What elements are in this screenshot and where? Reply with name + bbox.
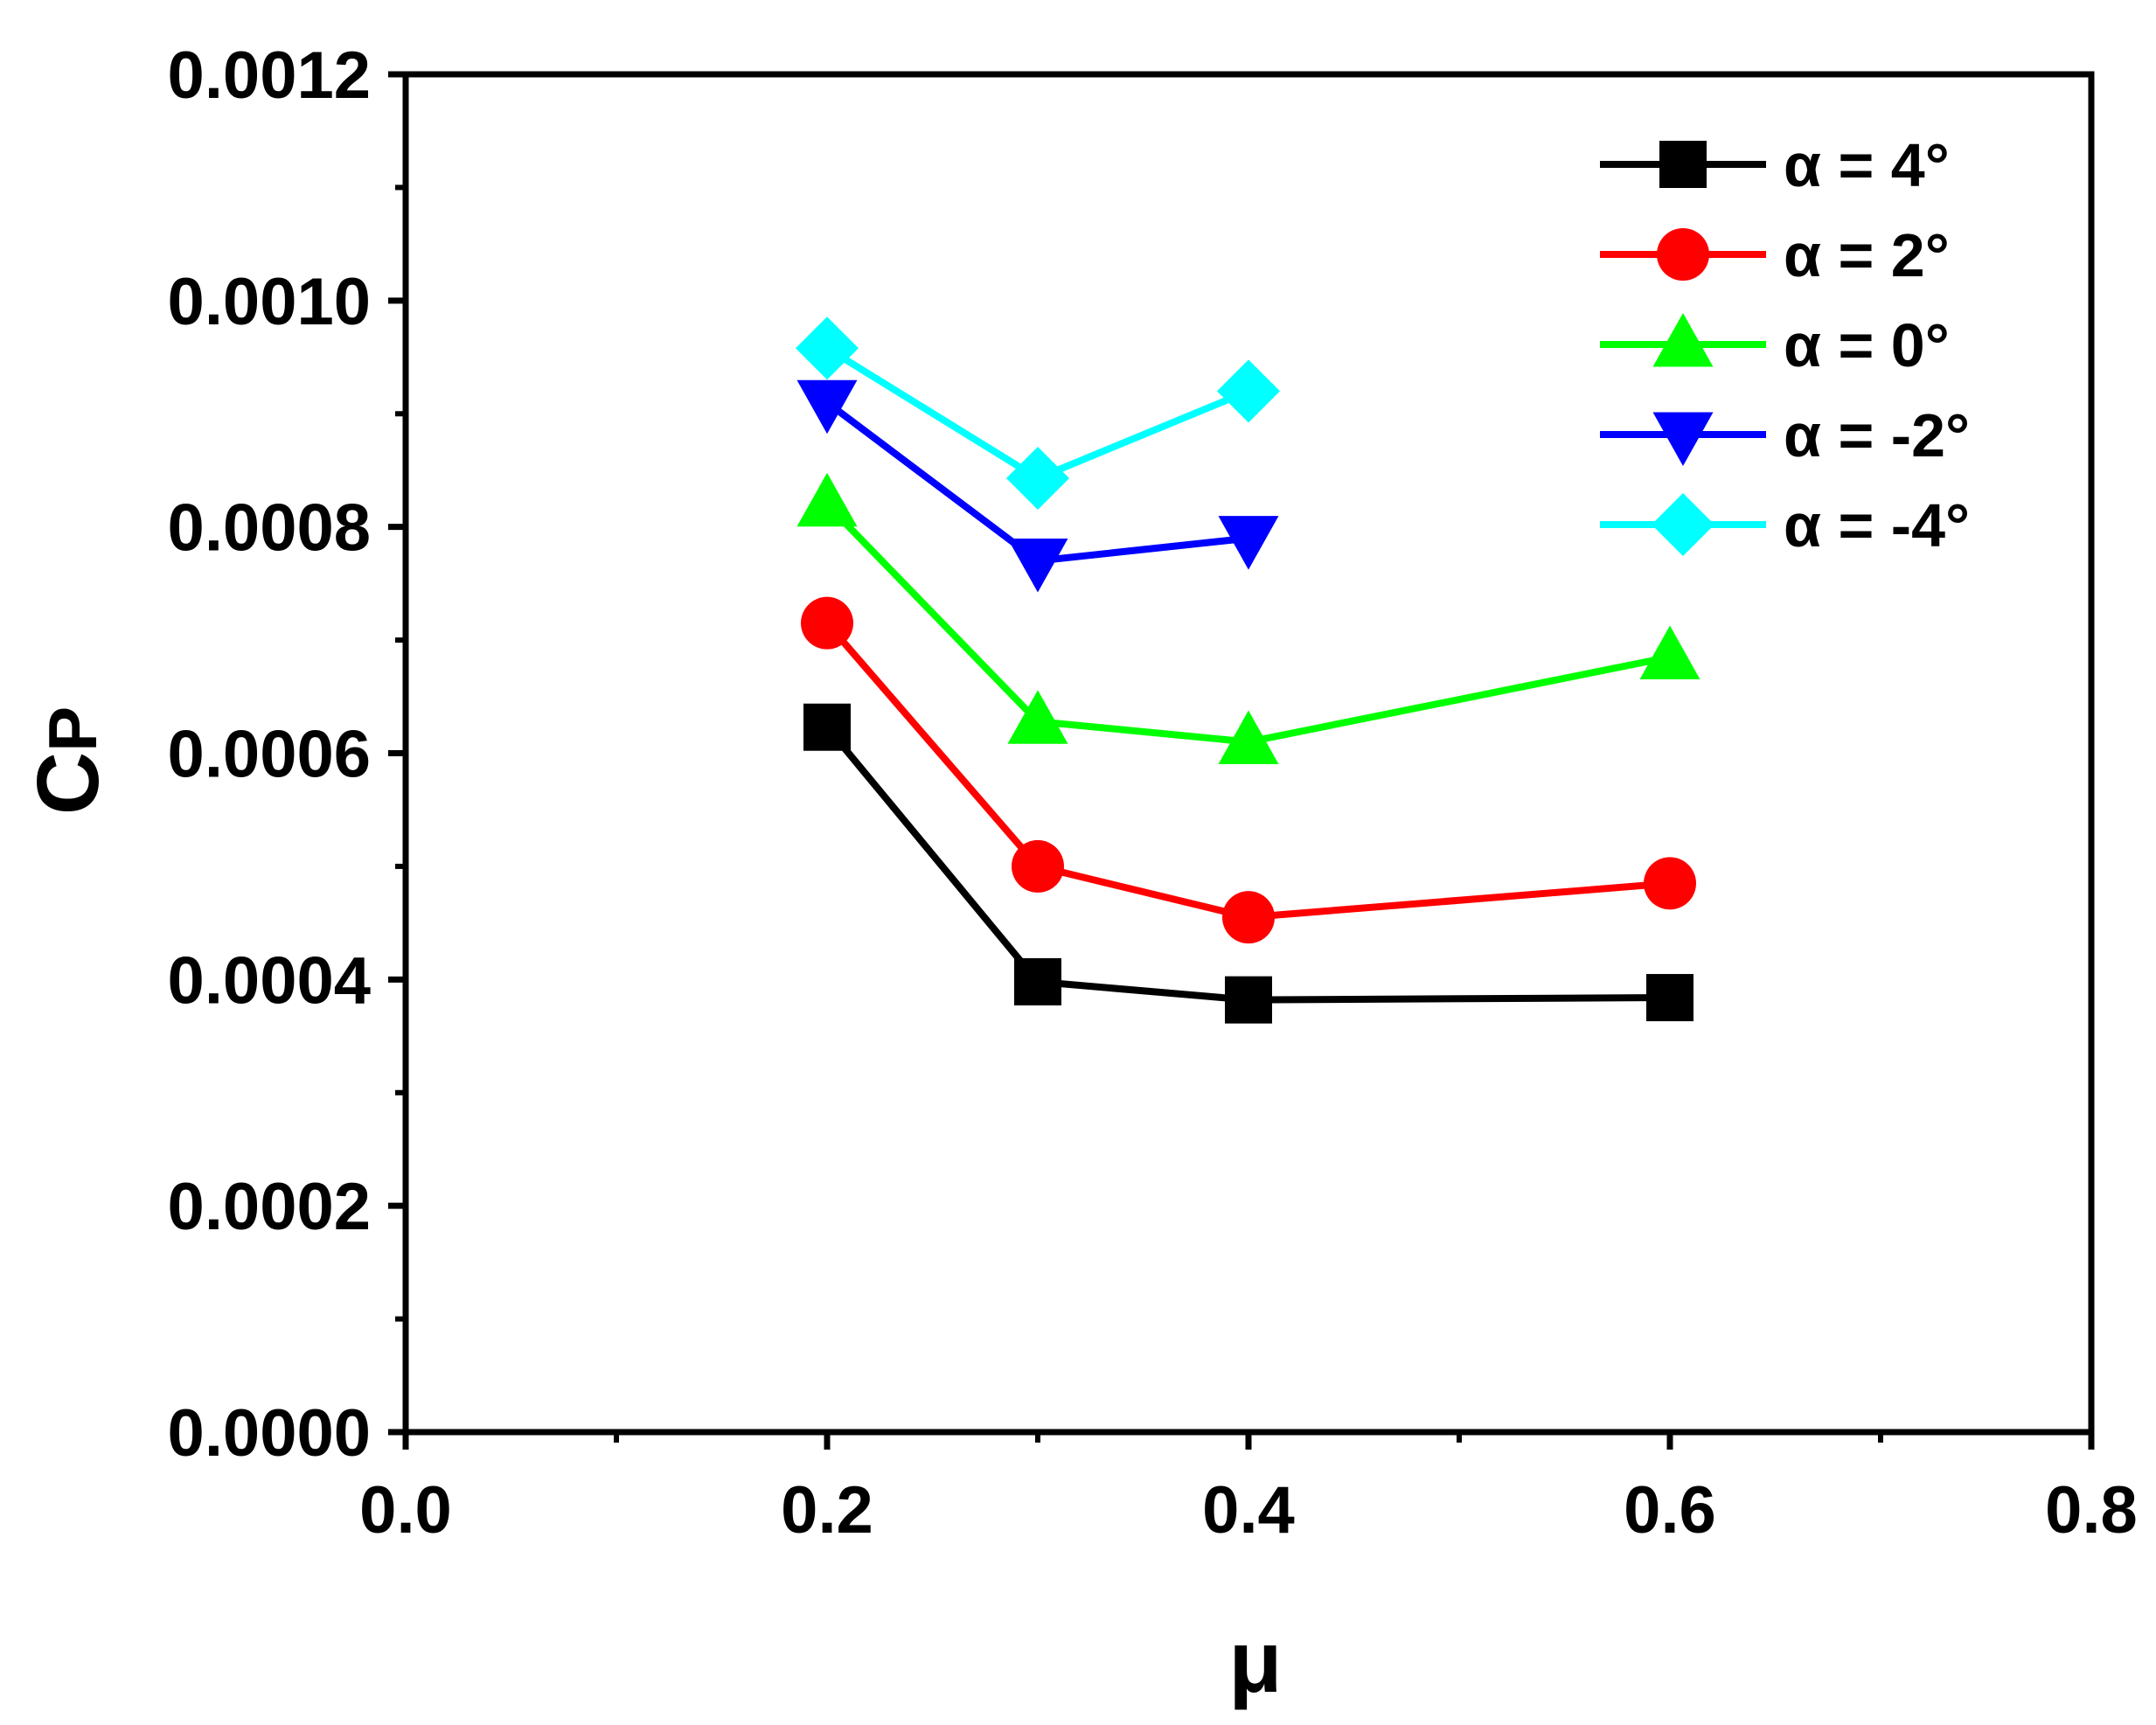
axes: 0.0 0.2 0.4 0.6 0.8 0.0000 0.0002 0.0004 0.0006 0…	[168, 38, 2138, 1548]
series-line-4	[796, 316, 1280, 511]
series-line-3	[796, 379, 1279, 593]
data-point	[1225, 976, 1272, 1024]
series-line-1	[801, 596, 1696, 944]
data-point	[796, 379, 858, 435]
series-line	[824, 621, 1671, 922]
data-point	[1218, 516, 1279, 570]
series-line	[824, 501, 1671, 746]
y-axis-title: CP	[19, 706, 117, 815]
legend-marker	[1652, 493, 1714, 556]
y-tick-label: 0.0000	[168, 1396, 371, 1471]
x-tick-label: 0.6	[1624, 1473, 1716, 1548]
legend-item: α = -4°	[1600, 491, 1970, 560]
y-tick-label: 0.0004	[168, 943, 371, 1018]
data-point	[1217, 359, 1280, 423]
legend-item: α = -2°	[1600, 401, 1970, 470]
data-point	[1006, 447, 1069, 511]
legend-marker	[1659, 141, 1707, 188]
legend: α = 4° α = 2° α = 0° α = -2° α = -4°	[1600, 131, 1970, 560]
data-point	[1012, 839, 1064, 893]
y-tick-label: 0.0002	[168, 1170, 371, 1244]
y-tick-label: 0.0006	[168, 718, 371, 792]
y-axis-title-subscript: P	[34, 706, 111, 752]
data-point	[801, 596, 853, 650]
y-tick-label: 0.0010	[168, 265, 371, 339]
y-tick-label: 0.0008	[168, 491, 371, 566]
legend-label: α = 4°	[1784, 131, 1950, 199]
legend-item: α = 4°	[1600, 131, 1950, 199]
data-point	[1007, 690, 1068, 744]
data-point	[1222, 891, 1275, 944]
data-point	[1639, 625, 1700, 679]
y-axis-title-main: C	[19, 752, 117, 815]
data-point	[1646, 974, 1694, 1022]
data-point	[1644, 857, 1696, 910]
legend-label: α = -2°	[1784, 401, 1970, 470]
series-line-2	[796, 472, 1700, 765]
x-tick-label: 0.8	[2045, 1473, 2138, 1548]
data-point	[796, 316, 859, 380]
legend-label: α = -4°	[1784, 491, 1970, 560]
legend-marker	[1657, 228, 1709, 281]
series-line-0	[803, 703, 1694, 1024]
x-tick-label: 0.4	[1202, 1473, 1295, 1548]
legend-item: α = 2°	[1600, 221, 1950, 289]
data-point	[1007, 538, 1068, 593]
plot-series	[796, 316, 1700, 1024]
legend-marker	[1652, 412, 1714, 466]
x-tick-label: 0.0	[359, 1473, 452, 1548]
x-axis-title: μ	[1228, 1613, 1282, 1711]
y-tick-label: 0.0012	[168, 38, 371, 113]
data-point	[1218, 710, 1279, 765]
data-point	[803, 703, 851, 751]
legend-item: α = 0°	[1600, 311, 1950, 379]
series-line	[824, 725, 1671, 1004]
x-tick-label: 0.2	[781, 1473, 873, 1548]
legend-marker	[1652, 313, 1714, 367]
legend-label: α = 0°	[1784, 311, 1950, 379]
data-point	[1014, 957, 1061, 1005]
legend-label: α = 2°	[1784, 221, 1950, 289]
data-point	[796, 472, 858, 527]
